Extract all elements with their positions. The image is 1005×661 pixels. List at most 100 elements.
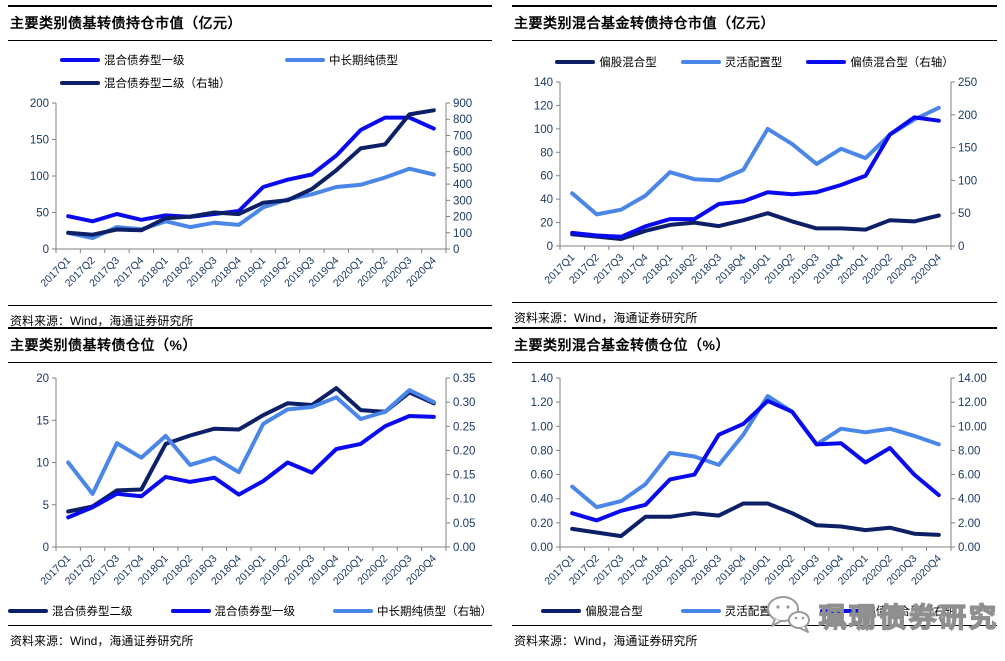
svg-text:150: 150 (958, 143, 977, 155)
svg-text:900: 900 (453, 98, 472, 110)
svg-text:0.30: 0.30 (453, 397, 475, 409)
svg-text:10: 10 (36, 458, 49, 470)
legend-item: 中长期纯债型 (285, 52, 510, 68)
series-line (570, 105, 941, 217)
chart-title: 主要类别债基转债仓位（%） (8, 327, 492, 363)
legend-label: 偏债混合型（右轴） (864, 606, 968, 618)
svg-text:14.00: 14.00 (958, 373, 987, 385)
svg-text:8.00: 8.00 (958, 445, 980, 457)
svg-text:60: 60 (540, 171, 553, 183)
series-line (570, 211, 941, 241)
legend-swatch (541, 609, 582, 613)
svg-text:0: 0 (547, 241, 553, 253)
svg-text:500: 500 (453, 163, 472, 175)
svg-text:100: 100 (30, 171, 49, 183)
svg-text:0.00: 0.00 (531, 542, 553, 554)
panel-hybrid-fund-cb-holdings: 主要类别混合基金转债持仓市值（亿元） 偏股混合型 灵活配置型 偏债混合型（右轴） 0… (512, 5, 997, 327)
svg-text:2.00: 2.00 (958, 518, 980, 530)
legend-label: 偏债混合型（右轴） (850, 57, 954, 69)
legend-item: 偏债混合型（右轴） (820, 603, 968, 619)
svg-text:1.40: 1.40 (531, 373, 553, 385)
source-note: 资料来源：Wind，海通证券研究所 (8, 625, 492, 657)
legend-swatch (60, 81, 100, 85)
source-note: 资料来源：Wind，海通证券研究所 (512, 302, 997, 334)
svg-text:0: 0 (958, 241, 964, 253)
legend-label: 中长期纯债型（右轴） (377, 606, 492, 618)
svg-text:200: 200 (30, 98, 49, 110)
chart-block: 混合债券型一级 中长期纯债型 混合债券型二级（右轴） 0 50 100 150 200 0 10… (8, 41, 492, 305)
legend-item: 灵活配置型 (680, 603, 782, 619)
svg-text:0.25: 0.25 (453, 421, 475, 433)
svg-text:200: 200 (958, 110, 977, 122)
legend-label: 中长期纯债型 (329, 55, 398, 67)
source-text: 资料来源：Wind，海通证券研究所 (10, 634, 194, 648)
svg-text:0.40: 0.40 (531, 494, 553, 506)
panel-hybrid-fund-cb-position: 主要类别混合基金转债仓位（%） 0.00 0.20 0.40 0.60 0.80 1.00… (512, 327, 997, 657)
legend-swatch (60, 58, 100, 62)
legend-label: 偏股混合型 (585, 606, 643, 618)
chart-legend: 偏股混合型 灵活配置型 偏债混合型（右轴） (512, 54, 997, 70)
chart-block: 0.00 0.20 0.40 0.60 0.80 1.00 1.20 1.40 0.00 2.00… (512, 363, 997, 625)
svg-text:10.00: 10.00 (958, 421, 987, 433)
chart-legend: 偏股混合型 灵活配置型 偏债混合型（右轴） (512, 603, 997, 619)
svg-text:6.00: 6.00 (958, 470, 980, 482)
source-text: 资料来源：Wind，海通证券研究所 (514, 634, 698, 648)
legend-swatch (333, 609, 373, 613)
source-text: 资料来源：Wind，海通证券研究所 (514, 311, 698, 325)
series-line (66, 166, 436, 241)
chart-legend: 混合债券型一级 中长期纯债型 混合债券型二级（右轴） (60, 52, 492, 91)
svg-text:600: 600 (453, 147, 472, 159)
legend-swatch (680, 60, 721, 64)
legend-swatch (806, 60, 847, 64)
svg-text:50: 50 (36, 208, 49, 220)
legend-item: 混合债券型二级（右轴） (60, 75, 285, 91)
svg-text:0.10: 0.10 (453, 494, 475, 506)
svg-text:0.20: 0.20 (453, 445, 475, 457)
svg-text:1.00: 1.00 (531, 421, 553, 433)
legend-item: 混合债券型一级 (170, 603, 296, 619)
line-chart: 0 5 10 15 20 0.00 0.05 0.10 0.15 0.20 0.25 0.30 0.35… (36, 373, 475, 588)
series-line (66, 388, 436, 496)
svg-text:0.00: 0.00 (453, 542, 475, 554)
svg-text:300: 300 (453, 195, 472, 207)
legend-item: 灵活配置型 (680, 54, 782, 70)
line-chart: 0204060801001201400501001502002502017Q12… (534, 77, 977, 287)
svg-text:400: 400 (453, 179, 472, 191)
series-line (570, 115, 941, 239)
legend-swatch (680, 609, 721, 613)
legend-swatch (820, 609, 861, 613)
series-line (66, 414, 436, 520)
svg-text:0: 0 (43, 244, 49, 256)
legend-item: 偏股混合型 (541, 603, 643, 619)
legend-label: 混合债券型一级 (214, 606, 296, 618)
source-text: 资料来源：Wind，海通证券研究所 (10, 314, 194, 328)
svg-text:200: 200 (453, 212, 472, 224)
legend-label: 偏股混合型 (599, 57, 657, 69)
chart-title: 主要类别债基转债持仓市值（亿元） (8, 5, 492, 41)
legend-label: 混合债券型二级（右轴） (104, 78, 231, 90)
line-chart: 0.00 0.20 0.40 0.60 0.80 1.00 1.20 1.40 0.00 2.00… (531, 373, 987, 588)
chart-legend: 混合债券型二级 混合债券型一级 中长期纯债型（右轴） (8, 603, 492, 619)
source-note: 资料来源：Wind，海通证券研究所 (512, 625, 997, 657)
svg-text:150: 150 (30, 135, 49, 147)
svg-text:40: 40 (540, 194, 553, 206)
svg-text:0.15: 0.15 (453, 470, 475, 482)
svg-text:20: 20 (540, 218, 553, 230)
panel-bond-fund-cb-position: 主要类别债基转债仓位（%） 0 5 10 15 20 0.00 0.05 0.10 0.15 0.… (8, 327, 492, 657)
legend-label: 混合债券型二级 (52, 606, 133, 618)
series-line (66, 108, 436, 237)
legend-swatch (555, 60, 596, 64)
series-line (66, 386, 436, 514)
svg-text:0.60: 0.60 (531, 470, 553, 482)
svg-text:20: 20 (36, 373, 49, 385)
svg-text:0.80: 0.80 (531, 445, 553, 457)
svg-text:50: 50 (958, 208, 971, 220)
svg-text:12.00: 12.00 (958, 397, 987, 409)
svg-text:120: 120 (534, 100, 553, 112)
source-note: 资料来源：Wind，海通证券研究所 (8, 305, 492, 337)
svg-text:100: 100 (534, 124, 553, 136)
svg-text:800: 800 (453, 114, 472, 126)
line-chart: 0 50 100 150 200 0 100 200 300 400 500 600 700 800 900… (30, 98, 472, 290)
svg-text:0.35: 0.35 (453, 373, 475, 385)
